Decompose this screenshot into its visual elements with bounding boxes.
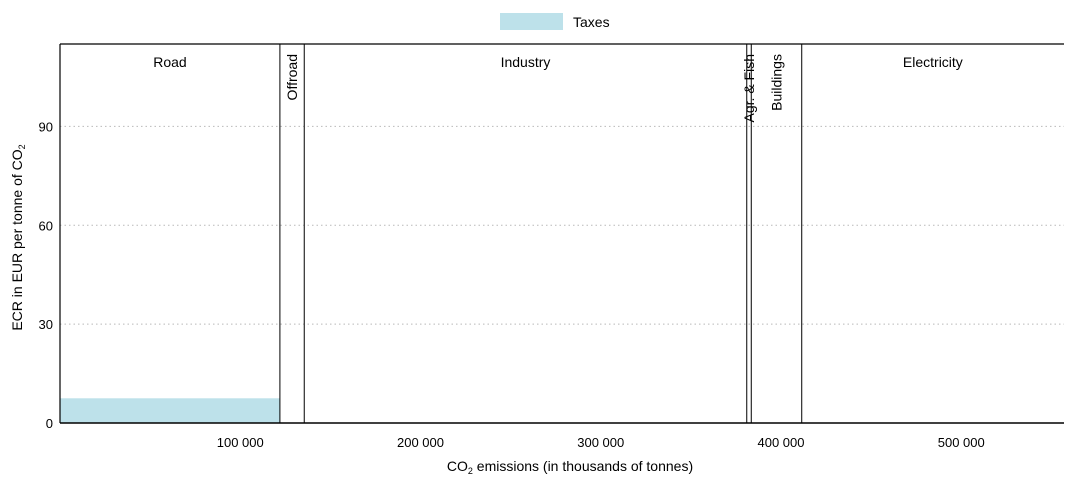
legend: Taxes <box>500 13 610 30</box>
bar-road <box>60 398 280 423</box>
y-tick-label: 90 <box>39 119 53 134</box>
bars-layer <box>60 398 280 423</box>
y-axis-title: ECR in EUR per tonne of CO2 <box>9 144 27 330</box>
sector-label-buildings: Buildings <box>768 54 784 111</box>
grid-lines <box>60 125 1064 325</box>
legend-label-taxes: Taxes <box>573 14 610 30</box>
x-tick-label: 200 000 <box>397 435 444 450</box>
sector-label-electricity: Electricity <box>903 54 963 70</box>
y-tick-label: 0 <box>46 416 53 431</box>
y-tick-label: 60 <box>39 218 53 233</box>
y-tick-label: 30 <box>39 317 53 332</box>
labels-layer: Road Offroad Industry Agr. & Fish Buildings E… <box>153 54 963 122</box>
sector-label-offroad: Offroad <box>284 54 300 100</box>
sector-dividers <box>279 44 803 423</box>
x-tick-label: 100 000 <box>217 435 264 450</box>
x-tick-label: 300 000 <box>577 435 624 450</box>
x-tick-label: 500 000 <box>938 435 985 450</box>
sector-label-road: Road <box>153 54 186 70</box>
axes-layer: 0 30 60 90 100 000 200 000 300 000 400 000 500 0… <box>9 43 1064 476</box>
sector-label-agr-fish: Agr. & Fish <box>741 54 757 122</box>
legend-swatch-taxes <box>500 13 563 30</box>
sector-label-industry: Industry <box>501 54 551 70</box>
x-tick-label: 400 000 <box>758 435 805 450</box>
x-axis-title: CO2 emissions (in thousands of tonnes) <box>447 458 693 475</box>
